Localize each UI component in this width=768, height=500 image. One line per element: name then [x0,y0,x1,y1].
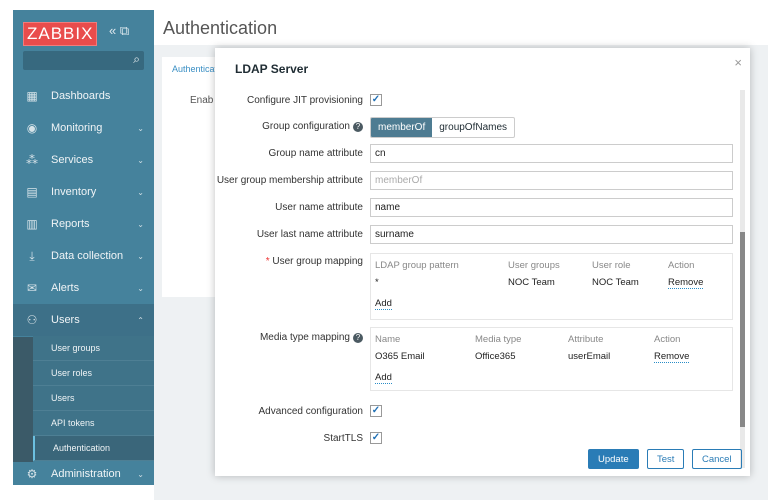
ldap-server-dialog: LDAP Server × Configure JIT provisioning… [215,48,750,476]
membership-attr-label: User group membership attribute [216,175,363,186]
group-mapping-table: LDAP group pattern User groups User role… [370,253,733,320]
chevron-down-icon: ⌄ [137,155,144,165]
chevron-down-icon: ⌄ [137,469,144,479]
jit-label: Configure JIT provisioning [247,95,363,106]
dialog-title: LDAP Server [235,62,309,76]
search-icon[interactable]: ⌕ [133,52,140,66]
users-icon: ⚇ [26,313,38,327]
media-name-link[interactable]: O365 Email [375,351,425,362]
option-groupofnames[interactable]: groupOfNames [439,122,508,133]
inventory-icon: ▤ [26,185,38,199]
add-group-mapping-link[interactable]: Add [375,298,392,310]
media-mapping-label: Media type mapping? [260,332,363,343]
collapse-icon[interactable]: « [109,23,117,38]
dashboard-icon: ▦ [26,89,38,103]
group-pattern-cell[interactable]: * [375,277,379,288]
sidebar-sub-authentication[interactable]: Authentication [33,436,154,461]
group-name-attr-label: Group name attribute [268,148,364,159]
jit-checkbox[interactable]: ✓ [370,94,382,106]
chevron-down-icon: ⌄ [137,123,144,133]
gear-icon: ⚙ [26,467,38,481]
sidebar-item-users[interactable]: ⚇ Users ⌃ [13,304,154,336]
last-name-attr-input[interactable]: surname [370,225,733,244]
help-icon[interactable]: ? [353,122,363,132]
membership-attr-input[interactable]: memberOf [370,171,733,190]
cancel-button[interactable]: Cancel [692,449,742,469]
chevron-down-icon: ⌄ [137,251,144,261]
sidebar: ZABBIX « ⧉ ⌕ ▦ Dashboards ◉ Monitoring ⌄ ⁂ S… [13,10,154,485]
envelope-icon: ✉ [26,281,38,295]
sidebar-item-services[interactable]: ⁂ Services ⌄ [13,144,154,176]
zabbix-logo[interactable]: ZABBIX [23,22,98,46]
user-name-attr-input[interactable]: name [370,198,733,217]
sidebar-item-inventory[interactable]: ▤ Inventory ⌄ [13,176,154,208]
chevron-up-icon: ⌃ [137,315,144,325]
remove-media-mapping-link[interactable]: Remove [654,351,690,363]
sidebar-sub-user-groups[interactable]: User groups [33,336,154,361]
sidebar-item-data-collection[interactable]: ⤓ Data collection ⌄ [13,240,154,272]
chevron-down-icon: ⌄ [137,283,144,293]
update-button[interactable]: Update [588,449,639,469]
sidebar-item-reports[interactable]: ▥ Reports ⌄ [13,208,154,240]
test-button[interactable]: Test [647,449,685,469]
group-mapping-label: * User group mapping [265,256,363,267]
add-media-mapping-link[interactable]: Add [375,372,392,384]
enabled-label: Enab [190,95,214,106]
scrollbar-thumb[interactable] [740,232,745,427]
sidebar-item-alerts[interactable]: ✉ Alerts ⌄ [13,272,154,304]
chevron-down-icon: ⌄ [137,187,144,197]
scrollbar[interactable] [740,90,745,468]
sidebar-sub-user-roles[interactable]: User roles [33,361,154,386]
sidebar-item-dashboards[interactable]: ▦ Dashboards [13,80,154,112]
remove-group-mapping-link[interactable]: Remove [668,277,704,289]
search-input[interactable]: ⌕ [23,51,144,70]
starttls-checkbox[interactable]: ✓ [370,432,382,444]
option-memberof[interactable]: memberOf [371,118,433,137]
advanced-config-checkbox[interactable]: ✓ [370,405,382,417]
page-title: Authentication [163,18,278,38]
media-mapping-table: Name Media type Attribute Action O365 Em… [370,327,733,391]
group-config-toggle[interactable]: memberOf groupOfNames [370,117,516,138]
reports-icon: ▥ [26,217,38,231]
user-name-attr-label: User name attribute [275,202,363,213]
eye-icon: ◉ [26,121,38,135]
group-name-attr-input[interactable]: cn [370,144,733,163]
group-config-label: Group configuration? [262,121,363,132]
tab-authentication[interactable]: Authenticatio [172,64,225,74]
close-icon[interactable]: × [734,55,742,70]
advanced-config-label: Advanced configuration [258,406,363,417]
sidebar-sub-api-tokens[interactable]: API tokens [33,411,154,436]
kiosk-icon[interactable]: ⧉ [119,23,130,38]
sidebar-item-monitoring[interactable]: ◉ Monitoring ⌄ [13,112,154,144]
services-icon: ⁂ [26,153,38,167]
data-collection-icon: ⤓ [29,248,35,263]
sidebar-sub-users[interactable]: Users [33,386,154,411]
starttls-label: StartTLS [323,433,363,444]
sidebar-item-administration[interactable]: ⚙ Administration ⌄ [13,461,154,487]
chevron-down-icon: ⌄ [137,219,144,229]
help-icon[interactable]: ? [353,333,363,343]
last-name-attr-label: User last name attribute [256,229,363,240]
